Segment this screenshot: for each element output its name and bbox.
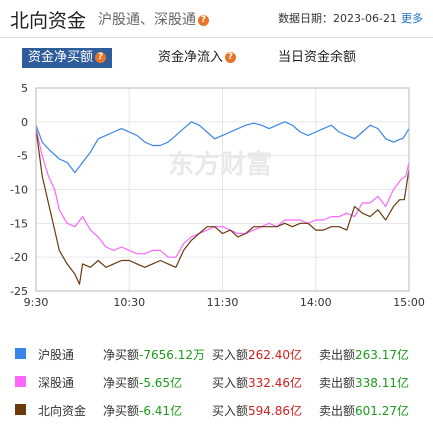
plot-frame [35, 87, 410, 292]
tab-daily-balance-label: 当日资金余额 [278, 50, 357, 65]
buy-value: 594.86亿 [248, 404, 303, 418]
buy-value: 332.46亿 [248, 376, 303, 390]
y-tick-label: -20 [10, 251, 28, 264]
y-tick-label: 0 [21, 116, 28, 129]
legend-row-sh: 沪股通 净买额-7656.12万 买入额262.40亿 卖出额263.17亿 [0, 345, 433, 365]
buy-label: 买入额 [212, 404, 249, 418]
y-tick-label: -5 [17, 150, 28, 163]
y-tick-label: -15 [10, 217, 28, 230]
series-line-0 [35, 121, 410, 174]
northbound-chart: 东方财富 5 0 -5 -10 -15 -20 -25 9:30 10:30 11:30 14:0… [10, 82, 425, 309]
page-title: 北向资金 [10, 10, 87, 32]
sell-value: 601.27亿 [355, 404, 410, 418]
legend-sell: 卖出额338.11亿 [319, 374, 409, 391]
x-tick-label: 14:00 [300, 296, 332, 309]
legend-net: 净买额-7656.12万 [103, 346, 205, 363]
sell-label: 卖出额 [319, 348, 356, 362]
legend-row-sz: 深股通 净买额-5.65亿 买入额332.46亿 卖出额338.11亿 [0, 373, 433, 393]
watermark: 东方财富 [168, 149, 272, 180]
y-tick-label: -25 [10, 285, 28, 298]
x-tick-label: 10:30 [113, 296, 145, 309]
buy-label: 买入额 [212, 348, 249, 362]
legend-net: 净买额-6.41亿 [103, 402, 182, 419]
tab-net-inflow-label: 资金净流入 [158, 50, 224, 65]
help-icon[interactable]: ? [225, 52, 237, 63]
legend-net: 净买额-5.65亿 [103, 374, 182, 391]
subtitle-text: 沪股通、深股通 [98, 12, 196, 28]
legend-buy: 买入额332.46亿 [212, 374, 302, 391]
legend-buy: 买入额594.86亿 [212, 402, 302, 419]
header: 北向资金 沪股通、深股通? 数据日期：2023-06-21 更多 [0, 0, 433, 34]
net-label: 净买额 [103, 404, 140, 418]
legend-swatch [15, 348, 26, 359]
tab-net-inflow[interactable]: 资金净流入? [158, 48, 237, 68]
tab-daily-balance[interactable]: 当日资金余额 [278, 48, 356, 68]
net-value: -6.41亿 [139, 404, 183, 418]
net-label: 净买额 [103, 376, 140, 390]
sell-label: 卖出额 [319, 376, 356, 390]
x-tick-label: 15:00 [393, 296, 425, 309]
tab-net-buy[interactable]: 资金净买额? [22, 48, 113, 68]
y-tick-label: 5 [21, 82, 28, 95]
series-line-2 [35, 128, 410, 285]
x-tick-label: 11:30 [207, 296, 239, 309]
legend-sell: 卖出额263.17亿 [319, 346, 409, 363]
net-value: -5.65亿 [139, 376, 183, 390]
legend-swatch [15, 376, 26, 387]
help-icon[interactable]: ? [198, 14, 209, 26]
legend-buy: 买入额262.40亿 [212, 346, 302, 363]
y-tick-label: -10 [10, 184, 28, 197]
buy-value: 262.40亿 [248, 348, 303, 362]
legend-swatch [15, 404, 26, 415]
sell-label: 卖出额 [319, 404, 356, 418]
legend-name: 沪股通 [38, 348, 75, 362]
more-link[interactable]: 更多 [401, 12, 423, 25]
legend-name: 北向资金 [38, 404, 87, 418]
legend-row-north: 北向资金 净买额-6.41亿 买入额594.86亿 卖出额601.27亿 [0, 401, 433, 421]
tab-net-buy-label: 资金净买额 [28, 50, 94, 65]
y-axis: 5 0 -5 -10 -15 -20 -25 [10, 82, 28, 298]
x-tick-label: 9:30 [24, 296, 49, 309]
date-label: 数据日期：2023-06-21 [278, 12, 397, 25]
x-axis: 9:30 10:30 11:30 14:00 15:00 [24, 296, 425, 309]
subtitle: 沪股通、深股通? [98, 9, 209, 29]
data-date: 数据日期：2023-06-21 更多 [278, 10, 423, 26]
help-icon[interactable]: ? [95, 52, 107, 63]
net-label: 净买额 [103, 348, 140, 362]
chart-grid [35, 87, 410, 292]
sell-value: 338.11亿 [355, 376, 410, 390]
legend-name: 深股通 [38, 376, 75, 390]
buy-label: 买入额 [212, 376, 249, 390]
header-divider [0, 37, 433, 38]
legend-sell: 卖出额601.27亿 [319, 402, 409, 419]
tab-bar: 资金净买额? 资金净流入? 当日资金余额 [0, 48, 433, 68]
chart-series [35, 121, 410, 285]
net-value: -7656.12万 [139, 348, 205, 362]
sell-value: 263.17亿 [355, 348, 410, 362]
